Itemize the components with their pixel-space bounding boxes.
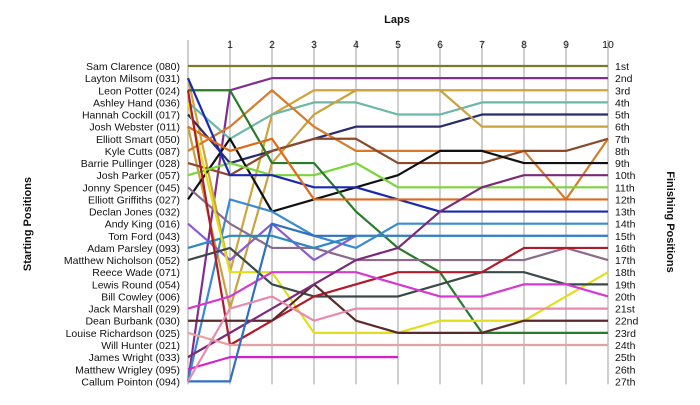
driver-line bbox=[186, 89, 608, 310]
starting-position-label: Callum Pointon (094) bbox=[81, 376, 180, 388]
starting-position-labels: Sam Clarence (080)Layton Milsom (031)Leo… bbox=[64, 61, 180, 388]
finishing-position-label: 20th bbox=[615, 291, 636, 303]
finishing-position-label: 14th bbox=[615, 219, 636, 231]
driver-line bbox=[186, 198, 608, 382]
driver-line bbox=[188, 283, 608, 334]
driver-line bbox=[187, 331, 608, 347]
driver-line bbox=[187, 101, 608, 140]
finishing-position-label: 19th bbox=[615, 279, 636, 291]
finishing-position-label: 9th bbox=[615, 158, 630, 170]
starting-position-label: Bill Cowley (006) bbox=[101, 291, 180, 303]
starting-position-label: Josh Parker (057) bbox=[97, 170, 180, 182]
driver-line bbox=[187, 161, 608, 189]
x-tick-label: 6 bbox=[437, 39, 443, 51]
starting-position-label: Ashley Hand (036) bbox=[93, 97, 180, 109]
starting-position-label: Matthew Nicholson (052) bbox=[64, 255, 180, 267]
starting-position-label: Declan Jones (032) bbox=[89, 207, 180, 219]
right-axis-title: Finishing Positions bbox=[664, 171, 676, 272]
driver-line bbox=[187, 234, 608, 250]
finishing-position-label: 21st bbox=[615, 304, 635, 316]
starting-position-label: Jonny Spencer (045) bbox=[83, 182, 180, 194]
finishing-position-label: 17th bbox=[615, 255, 636, 267]
driver-line bbox=[187, 125, 608, 201]
driver-line bbox=[187, 174, 608, 359]
finishing-position-label: 8th bbox=[615, 146, 630, 158]
starting-position-label: Leon Potter (024) bbox=[98, 85, 180, 97]
finishing-position-label: 22nd bbox=[615, 316, 639, 328]
finishing-position-label: 27th bbox=[615, 376, 636, 388]
finishing-position-label: 12th bbox=[615, 194, 636, 206]
starting-position-label: Kyle Cutts (087) bbox=[105, 146, 180, 158]
finishing-position-label: 13th bbox=[615, 207, 636, 219]
x-tick-label: 3 bbox=[311, 39, 317, 51]
finishing-position-label: 26th bbox=[615, 364, 636, 376]
finishing-position-label: 3rd bbox=[615, 85, 630, 97]
starting-position-label: Lewis Round (054) bbox=[92, 279, 180, 291]
starting-position-label: Andy King (016) bbox=[105, 219, 180, 231]
starting-position-label: Layton Milsom (031) bbox=[85, 73, 180, 85]
starting-position-label: Adam Parsley (093) bbox=[87, 243, 180, 255]
finishing-position-label: 23rd bbox=[615, 328, 636, 340]
starting-position-label: Elliott Griffiths (027) bbox=[88, 194, 180, 206]
driver-line bbox=[187, 186, 609, 262]
finishing-position-label: 18th bbox=[615, 267, 636, 279]
x-tick-label: 7 bbox=[479, 39, 485, 51]
starting-position-label: Hannah Cockill (017) bbox=[82, 110, 180, 122]
finishing-position-label: 24th bbox=[615, 340, 636, 352]
driver-line bbox=[187, 113, 608, 165]
starting-position-label: Josh Webster (011) bbox=[89, 122, 180, 134]
starting-position-label: Will Hunter (021) bbox=[101, 340, 180, 352]
finishing-position-label: 25th bbox=[615, 352, 636, 364]
starting-position-label: Jack Marshall (029) bbox=[88, 304, 180, 316]
finishing-position-label: 5th bbox=[615, 110, 630, 122]
finishing-position-label: 10th bbox=[615, 170, 636, 182]
starting-position-label: Elliott Smart (050) bbox=[96, 134, 180, 146]
finishing-position-label: 16th bbox=[615, 243, 636, 255]
x-tick-label: 5 bbox=[395, 39, 401, 51]
starting-position-label: Barrie Pullinger (028) bbox=[81, 158, 180, 170]
starting-position-label: Sam Clarence (080) bbox=[86, 61, 180, 73]
driver-line bbox=[188, 222, 356, 383]
starting-position-label: Reece Wade (071) bbox=[92, 267, 180, 279]
x-tick-label: 10 bbox=[602, 39, 614, 51]
driver-line bbox=[187, 356, 398, 371]
x-tick-label: 9 bbox=[563, 39, 569, 51]
x-tick-labels: 1 2 3 4 5 6 7 8 9 10 bbox=[227, 39, 614, 51]
x-tick-label: 8 bbox=[521, 39, 527, 51]
driver-line bbox=[187, 89, 609, 201]
finishing-position-label: 11th bbox=[615, 182, 635, 194]
starting-position-label: Dean Burbank (030) bbox=[85, 316, 180, 328]
starting-position-label: Tom Ford (043) bbox=[108, 231, 180, 243]
x-tick-label: 4 bbox=[353, 39, 359, 51]
finishing-position-label: 6th bbox=[615, 122, 630, 134]
starting-position-label: Louise Richardson (025) bbox=[66, 328, 180, 340]
driver-line bbox=[187, 295, 608, 382]
finishing-position-label: 1st bbox=[615, 61, 629, 73]
finishing-position-label: 2nd bbox=[615, 73, 633, 85]
finishing-position-labels: 1st2nd3rd4th5th6th7th8th9th10th11th12th1… bbox=[615, 61, 639, 388]
driver-line bbox=[186, 90, 608, 347]
series-lines bbox=[186, 64, 609, 383]
x-axis-title: Laps bbox=[384, 14, 410, 26]
x-tick-label: 1 bbox=[227, 39, 233, 51]
driver-line bbox=[187, 137, 608, 213]
driver-line bbox=[186, 77, 608, 382]
finishing-position-label: 4th bbox=[615, 97, 630, 109]
left-axis-title: Starting Positions bbox=[22, 177, 34, 271]
starting-position-label: Matthew Wrigley (095) bbox=[75, 364, 180, 376]
finishing-position-label: 7th bbox=[615, 134, 630, 146]
x-tick-label: 2 bbox=[269, 39, 275, 51]
driver-line bbox=[187, 137, 609, 177]
starting-position-label: James Wright (033) bbox=[89, 352, 180, 364]
finishing-position-label: 15th bbox=[615, 231, 636, 243]
